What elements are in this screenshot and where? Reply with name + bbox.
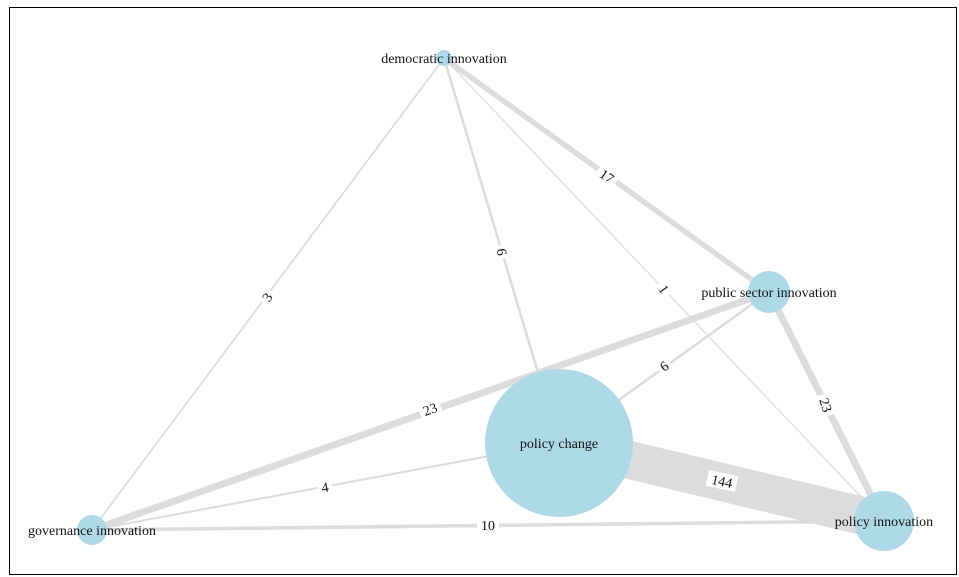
node-change[interactable] — [485, 369, 633, 517]
edge-weight-label: 4 — [321, 480, 330, 496]
edge-label-democratic-change: 6 — [492, 243, 512, 261]
edge-weight-label: 144 — [710, 473, 734, 492]
node-label-policy: policy innovation — [835, 515, 933, 530]
edge-label-background — [653, 278, 675, 300]
edge-weight-label: 23 — [815, 396, 834, 414]
edge-label-democratic-policy: 1 — [653, 278, 675, 300]
node-governance[interactable] — [77, 515, 107, 545]
node-label-democratic: democratic innovation — [381, 52, 507, 67]
nodes-layer — [77, 50, 914, 551]
edge-label-change-policy: 144 — [705, 470, 739, 492]
edge-label-public-governance: 23 — [416, 397, 444, 421]
edge-label-change-public: 6 — [653, 355, 675, 377]
edge-label-democratic-governance: 3 — [256, 286, 278, 308]
edge-labels-layer: 144 23 23 17 10 6 6 4 3 1 — [256, 163, 838, 534]
node-label-change: policy change — [520, 437, 598, 452]
edge-label-background — [705, 470, 739, 492]
edge-label-background — [653, 355, 675, 377]
edge-label-governance-policy: 10 — [477, 517, 499, 534]
edge-label-background — [416, 397, 444, 421]
edge-label-background — [316, 477, 334, 497]
node-democratic[interactable] — [436, 50, 452, 66]
edge-label-democratic-public: 17 — [593, 163, 621, 189]
edge-label-background — [593, 163, 621, 189]
node-policy[interactable] — [854, 491, 914, 551]
edge-weight-label: 23 — [421, 401, 439, 420]
node-labels-layer: democratic innovation public sector innov… — [28, 52, 933, 539]
edge-label-governance-change: 4 — [316, 477, 334, 497]
graph-frame — [9, 7, 957, 575]
node-public[interactable] — [748, 271, 790, 313]
node-label-governance: governance innovation — [28, 524, 156, 539]
edge-label-background — [477, 517, 499, 533]
edge-weight-label: 10 — [481, 519, 495, 534]
edge-label-public-policy: 23 — [814, 392, 838, 418]
edge-weight-label: 6 — [493, 248, 509, 257]
edge-label-background — [492, 243, 512, 261]
edge-label-background — [256, 286, 278, 308]
node-label-public: public sector innovation — [701, 286, 836, 301]
edge-label-background — [814, 392, 838, 418]
edge-weight-label: 17 — [596, 167, 616, 187]
